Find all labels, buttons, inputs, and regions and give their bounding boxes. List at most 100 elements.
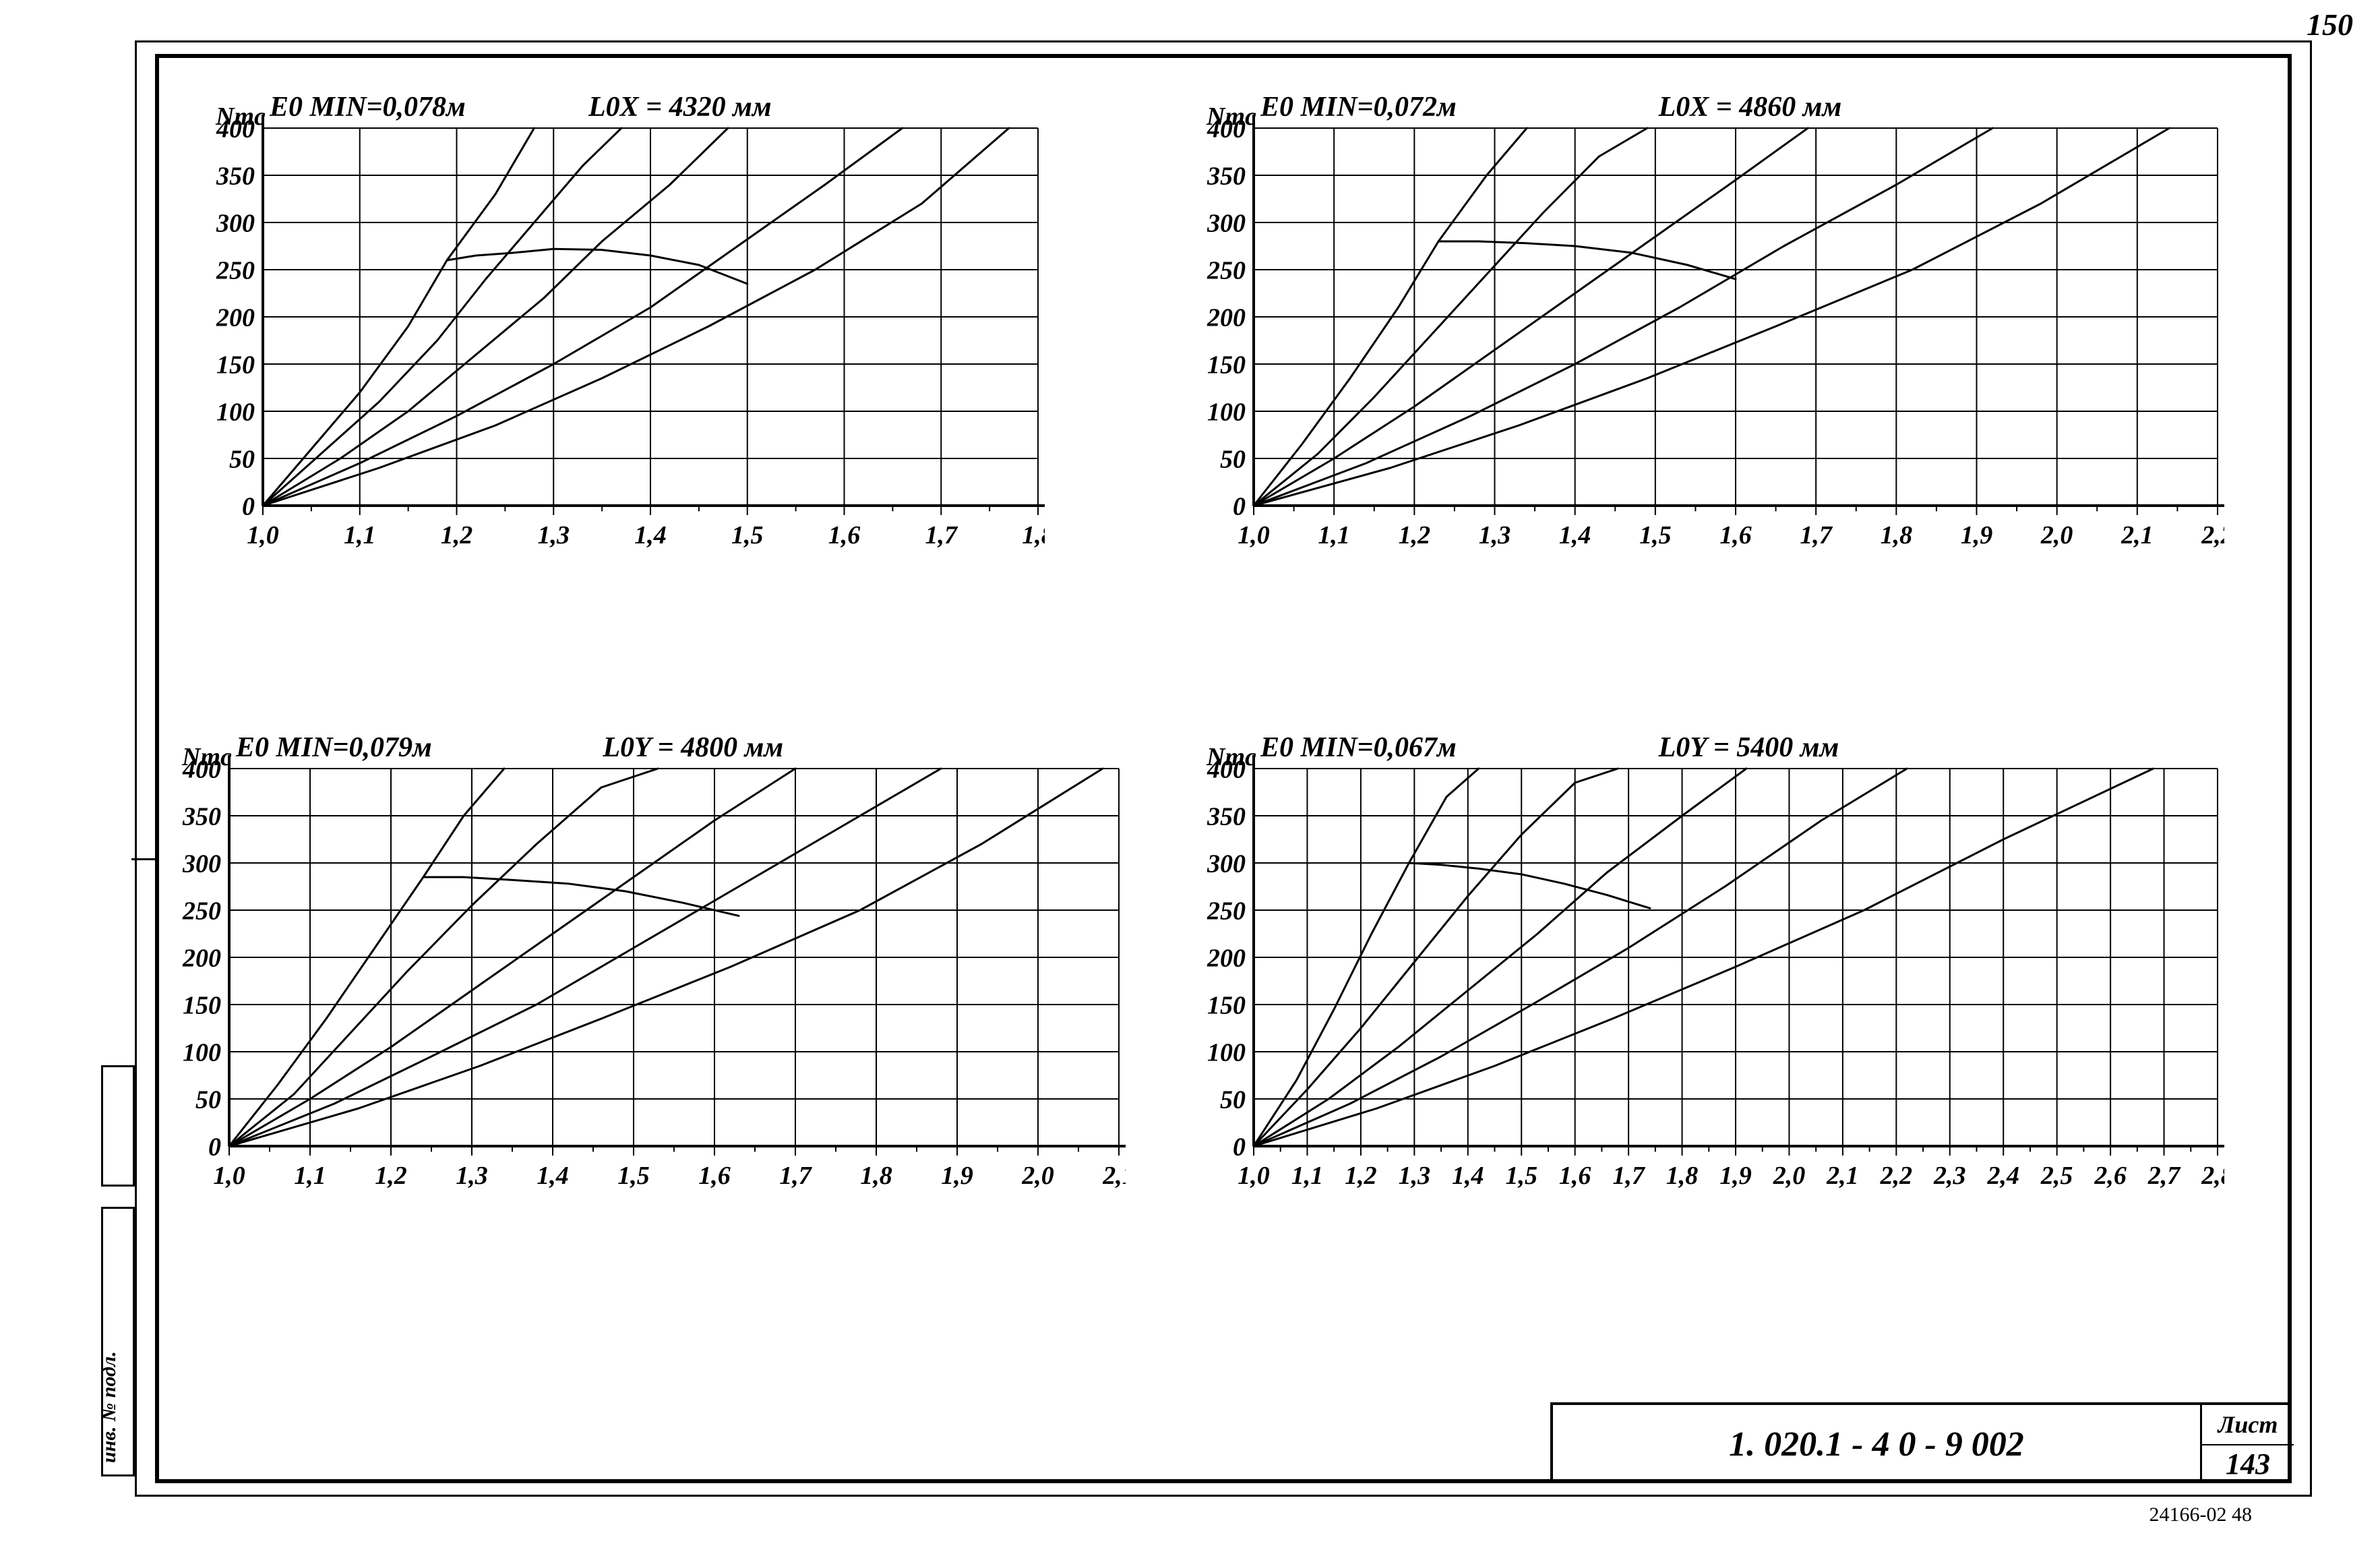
svg-text:1,9: 1,9 xyxy=(1719,1162,1752,1190)
svg-text:Nтс: Nтс xyxy=(181,743,232,771)
svg-text:300: 300 xyxy=(1207,849,1246,878)
title-block: 1. 020.1 - 4 0 - 9 002 Лист 143 xyxy=(1550,1402,2292,1483)
svg-text:300: 300 xyxy=(1207,209,1246,237)
svg-text:150: 150 xyxy=(183,991,221,1019)
svg-text:50: 50 xyxy=(1220,445,1246,473)
svg-text:1,4: 1,4 xyxy=(1452,1162,1484,1190)
svg-text:150: 150 xyxy=(1207,991,1246,1019)
svg-text:50: 50 xyxy=(195,1085,221,1114)
svg-text:250: 250 xyxy=(182,897,221,925)
svg-text:1,4: 1,4 xyxy=(537,1162,569,1190)
svg-text:1,5: 1,5 xyxy=(731,521,764,549)
svg-text:150: 150 xyxy=(1207,351,1246,379)
svg-text:0: 0 xyxy=(208,1133,221,1161)
svg-text:η: η xyxy=(1775,1189,1792,1200)
svg-text:1,3: 1,3 xyxy=(456,1162,488,1190)
svg-text:2,0: 2,0 xyxy=(1773,1162,1806,1190)
svg-text:150: 150 xyxy=(216,351,255,379)
svg-text:2,1: 2,1 xyxy=(2120,521,2154,549)
svg-text:Nтс: Nтс xyxy=(215,102,266,131)
svg-text:L0Y = 4800 мм: L0Y = 4800 мм xyxy=(602,732,783,763)
svg-text:E0 MIN=0,067м: E0 MIN=0,067м xyxy=(1260,732,1457,763)
svg-text:η: η xyxy=(1775,549,1792,560)
svg-text:2,3: 2,3 xyxy=(1933,1162,1966,1190)
sheet-number: 143 xyxy=(2202,1444,2294,1483)
svg-text:1,2: 1,2 xyxy=(441,521,473,549)
svg-text:1,4: 1,4 xyxy=(634,521,667,549)
svg-text:1,0: 1,0 xyxy=(1238,521,1270,549)
svg-text:200: 200 xyxy=(1207,944,1246,972)
svg-text:50: 50 xyxy=(1220,1085,1246,1114)
binding-mark xyxy=(101,1065,135,1187)
svg-text:300: 300 xyxy=(182,849,221,878)
svg-text:1,9: 1,9 xyxy=(941,1162,973,1190)
svg-text:η: η xyxy=(680,549,698,560)
svg-text:1,6: 1,6 xyxy=(1559,1162,1591,1190)
svg-text:100: 100 xyxy=(216,398,255,426)
svg-text:1,0: 1,0 xyxy=(213,1162,245,1190)
svg-text:L0X = 4860 мм: L0X = 4860 мм xyxy=(1658,92,1842,123)
svg-text:350: 350 xyxy=(182,802,221,831)
svg-text:300: 300 xyxy=(216,209,255,237)
svg-text:1,3: 1,3 xyxy=(1479,521,1511,549)
svg-text:1,1: 1,1 xyxy=(1291,1162,1324,1190)
svg-text:1,8: 1,8 xyxy=(860,1162,892,1190)
svg-text:η: η xyxy=(710,1189,727,1200)
svg-text:1,5: 1,5 xyxy=(617,1162,650,1190)
sheet-label: Лист xyxy=(2202,1405,2294,1445)
form-id: 24166-02 48 xyxy=(2149,1503,2253,1526)
svg-text:1,2: 1,2 xyxy=(1399,521,1431,549)
svg-text:100: 100 xyxy=(1207,1038,1246,1067)
sheet-number-top: 150 xyxy=(2307,7,2353,42)
svg-text:2,2: 2,2 xyxy=(1880,1162,1913,1190)
svg-text:0: 0 xyxy=(242,492,255,520)
svg-text:2,7: 2,7 xyxy=(2147,1162,2182,1190)
chart-top-right: 1,01,11,21,31,41,51,61,71,81,92,02,12,20… xyxy=(1193,88,2224,560)
svg-text:1,4: 1,4 xyxy=(1559,521,1591,549)
svg-text:1,8: 1,8 xyxy=(1666,1162,1699,1190)
binding-mark xyxy=(131,856,155,860)
svg-text:0: 0 xyxy=(1233,492,1246,520)
svg-text:1,1: 1,1 xyxy=(344,521,376,549)
side-label: инв. № подл. xyxy=(98,1351,121,1463)
svg-text:1,9: 1,9 xyxy=(1961,521,1993,549)
svg-text:2,8: 2,8 xyxy=(2201,1162,2224,1190)
doc-number: 1. 020.1 - 4 0 - 9 002 xyxy=(1553,1405,2200,1483)
svg-text:Nтс: Nтс xyxy=(1206,743,1256,771)
svg-text:50: 50 xyxy=(229,445,255,473)
svg-text:1,6: 1,6 xyxy=(698,1162,731,1190)
svg-text:1,7: 1,7 xyxy=(1612,1162,1646,1190)
svg-text:2,1: 2,1 xyxy=(1826,1162,1859,1190)
svg-text:E0 MIN=0,078м: E0 MIN=0,078м xyxy=(269,92,466,123)
svg-text:1,2: 1,2 xyxy=(1345,1162,1377,1190)
svg-text:0: 0 xyxy=(1233,1133,1246,1161)
svg-text:1,3: 1,3 xyxy=(1399,1162,1431,1190)
svg-text:2,0: 2,0 xyxy=(2040,521,2073,549)
svg-text:1,3: 1,3 xyxy=(538,521,570,549)
svg-text:1,7: 1,7 xyxy=(1800,521,1833,549)
svg-text:E0 MIN=0,079м: E0 MIN=0,079м xyxy=(235,732,432,763)
svg-text:2,2: 2,2 xyxy=(2201,521,2224,549)
svg-text:250: 250 xyxy=(1207,256,1246,285)
chart-bottom-right: 1,01,11,21,31,41,51,61,71,81,92,02,12,22… xyxy=(1193,728,2224,1200)
svg-text:2,1: 2,1 xyxy=(1102,1162,1126,1190)
svg-text:100: 100 xyxy=(183,1038,221,1067)
svg-text:200: 200 xyxy=(1207,303,1246,332)
svg-text:250: 250 xyxy=(216,256,255,285)
svg-text:E0 MIN=0,072м: E0 MIN=0,072м xyxy=(1260,92,1457,123)
svg-text:200: 200 xyxy=(182,944,221,972)
svg-text:L0Y = 5400 мм: L0Y = 5400 мм xyxy=(1658,732,1839,763)
svg-text:1,8: 1,8 xyxy=(1022,521,1045,549)
svg-text:1,7: 1,7 xyxy=(925,521,959,549)
svg-text:1,1: 1,1 xyxy=(294,1162,326,1190)
svg-text:1,1: 1,1 xyxy=(1318,521,1350,549)
svg-text:350: 350 xyxy=(1207,802,1246,831)
svg-text:350: 350 xyxy=(216,162,255,190)
chart-top-left: 1,01,11,21,31,41,51,61,71,80501001502002… xyxy=(202,88,1045,560)
svg-text:L0X = 4320 мм: L0X = 4320 мм xyxy=(588,92,772,123)
svg-text:1,6: 1,6 xyxy=(1719,521,1752,549)
svg-text:Nтс: Nтс xyxy=(1206,102,1256,131)
svg-text:2,0: 2,0 xyxy=(1021,1162,1054,1190)
svg-text:250: 250 xyxy=(1207,897,1246,925)
svg-text:100: 100 xyxy=(1207,398,1246,426)
